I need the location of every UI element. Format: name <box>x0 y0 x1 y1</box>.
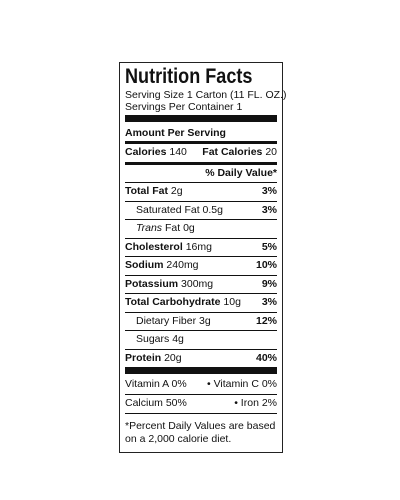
nutrient-row: Dietary Fiber 3g 12% <box>125 311 277 331</box>
nutrient-name: Total Fat <box>125 185 168 197</box>
nutrient-name: Sugars <box>136 333 170 345</box>
vitamin: • Vitamin C 0% <box>206 378 277 390</box>
vitamin: Calcium 50% <box>125 396 187 409</box>
nutrient-name: Total Carbohydrate <box>125 296 221 308</box>
dv-header-row: % Daily Value* <box>125 165 277 183</box>
vitamin-row: Vitamin A 0% • Vitamin C 0% <box>125 376 277 394</box>
nutrient-amount: 240mg <box>166 259 199 271</box>
fat-calories-label: Fat Calories <box>202 146 263 158</box>
nutrient-row: Potassium 300mg 9% <box>125 274 277 294</box>
nutrient-amount: 4g <box>172 333 184 345</box>
serving-size: Serving Size 1 Carton (11 FL. OZ.) <box>125 89 287 101</box>
nutrient: Trans Fat 0g <box>136 220 195 238</box>
daily-value: 12% <box>255 314 277 327</box>
footnote: *Percent Daily Values are based on a 2,0… <box>125 413 277 446</box>
nutrient-amount: 10g <box>223 296 241 308</box>
nutrient-amount: 20g <box>164 351 182 364</box>
daily-value: 3% <box>261 203 277 216</box>
servings-per-container: Servings Per Container 1 <box>125 101 243 113</box>
nutrient-name: Cholesterol <box>125 240 183 253</box>
nutrient: Potassium 300mg <box>125 276 213 294</box>
nutrient-row: Cholesterol 16mg 5% <box>125 237 277 257</box>
calories-row: Calories 140 Fat Calories 20 <box>125 144 277 162</box>
nutrient-amount: Fat 0g <box>164 222 195 234</box>
vitamin-row: Calcium 50% • Iron 2% <box>125 393 277 413</box>
amount-per-serving: Amount Per Serving <box>125 127 226 139</box>
nutrient-amount: 16mg <box>185 240 212 253</box>
dv-header: % Daily Value* <box>205 166 277 179</box>
daily-value: 5% <box>261 240 277 253</box>
daily-value: 10% <box>255 259 277 271</box>
nutrient-name: Dietary Fiber <box>136 314 197 327</box>
fat-calories-amount: 20 <box>265 146 277 158</box>
nutrient-row: Trans Fat 0g <box>125 219 277 238</box>
vitamin: • Iron 2% <box>234 396 277 409</box>
nutrient-row: Saturated Fat 0.5g 3% <box>125 200 277 220</box>
thick-rule <box>125 367 277 374</box>
nutrient-row: Sodium 240mg 10% <box>125 256 277 275</box>
nutrient: Cholesterol 16mg <box>125 239 212 257</box>
daily-value: 40% <box>255 351 277 364</box>
thick-rule <box>125 115 277 122</box>
vitamins: Vitamin A 0% • Vitamin C 0% Calcium 50% • I… <box>125 376 277 412</box>
nutrient: Saturated Fat 0.5g <box>136 202 223 220</box>
medium-rule <box>125 141 277 144</box>
vitamin: Vitamin A 0% <box>125 378 187 390</box>
nutrient: Sugars 4g <box>136 331 184 349</box>
nutrient-row: Protein 20g 40% <box>125 348 277 368</box>
nutrient-row: Total Carbohydrate 10g 3% <box>125 293 277 312</box>
nutrient-amount: 0.5g <box>202 203 223 216</box>
nutrient: Total Carbohydrate 10g <box>125 294 241 312</box>
calories-label: Calories <box>125 146 167 158</box>
nutrient: Protein 20g <box>125 350 182 368</box>
nutrient-amount: 300mg <box>181 277 214 290</box>
nutrition-label: Nutrition Facts Serving Size 1 Carton (1… <box>119 62 287 453</box>
nutrient-name: Potassium <box>125 277 179 290</box>
fat-calories: Fat Calories 20 <box>202 144 277 162</box>
nutrient-name: Protein <box>125 351 162 364</box>
nutrient: Dietary Fiber 3g <box>136 313 211 331</box>
nutrient-name: Sodium <box>125 259 164 271</box>
title: Nutrition Facts <box>125 65 253 88</box>
nutrient-name: Saturated Fat <box>136 203 200 216</box>
nutrient-amount: 2g <box>170 185 183 197</box>
daily-value: 9% <box>261 277 277 290</box>
medium-rule <box>125 161 277 165</box>
nutrient: Sodium 240mg <box>125 257 199 275</box>
calories: Calories 140 <box>125 144 187 162</box>
calories-amount: 140 <box>169 146 187 158</box>
nutrient-amount: 3g <box>199 314 211 327</box>
nutrient: Total Fat 2g <box>125 183 183 201</box>
daily-value: 3% <box>261 296 277 308</box>
daily-value: 3% <box>261 185 277 197</box>
nutrients: Total Fat 2g 3% Saturated Fat 0.5g 3% Trans … <box>125 182 277 367</box>
nutrient-row: Total Fat 2g 3% <box>125 182 277 201</box>
nutrient-name: Trans <box>136 222 163 234</box>
nutrient-row: Sugars 4g <box>125 330 277 349</box>
